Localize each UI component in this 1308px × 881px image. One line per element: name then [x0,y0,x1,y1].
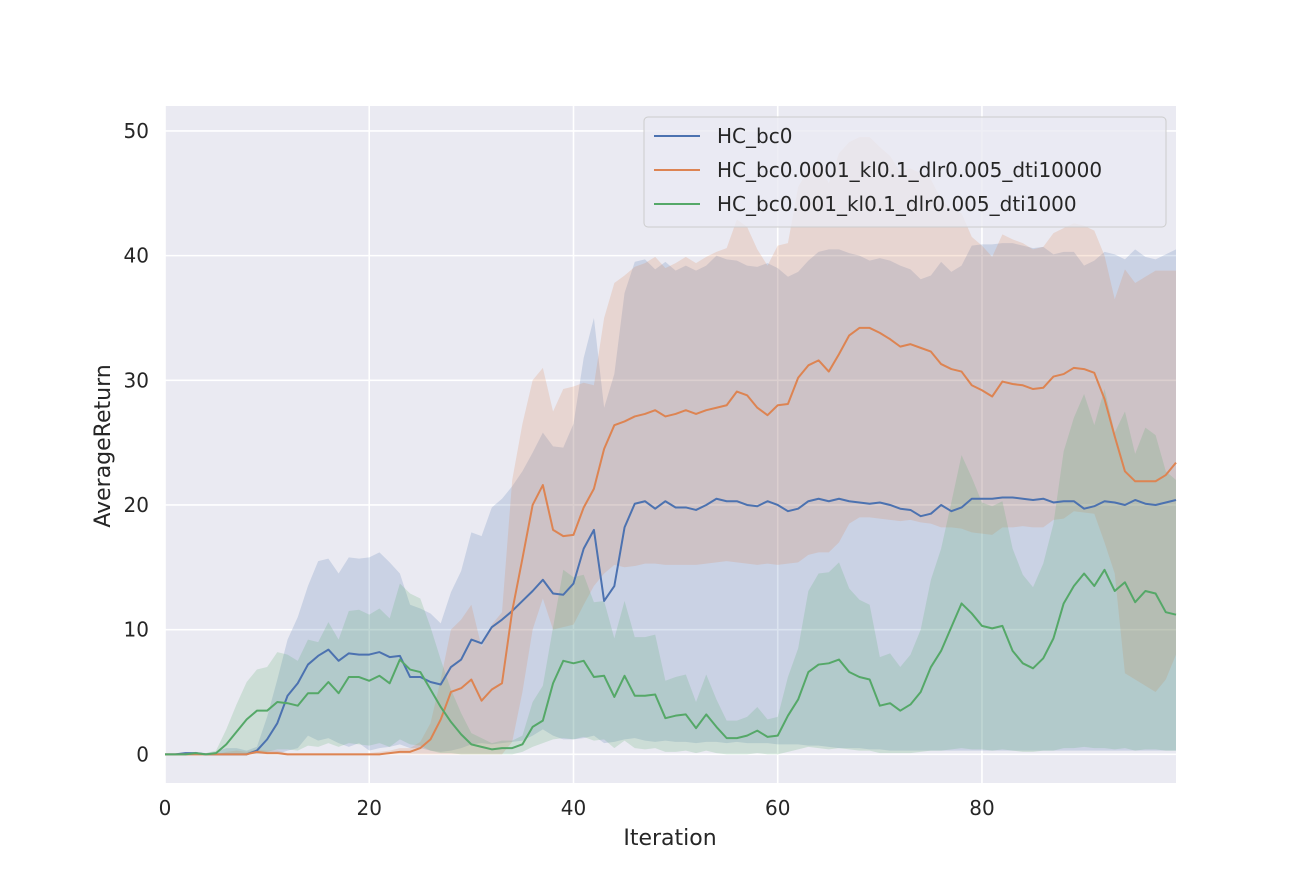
series-lines [165,326,1177,756]
legend-label: HC_bc0 [717,124,792,148]
y-tick-label: 20 [124,493,149,517]
legend-label: HC_bc0.0001_kl0.1_dlr0.005_dti10000 [717,158,1102,182]
y-tick-label: 30 [124,368,149,392]
legend-box [643,116,1167,228]
confidence-bands [165,137,1176,755]
y-tick-label: 0 [136,742,149,766]
series-1-band [165,243,1176,755]
legend-label: HC_bc0.001_kl0.1_dlr0.005_dti1000 [717,192,1077,216]
x-tick-label: 20 [357,796,382,820]
x-tick-label: 40 [561,796,586,820]
x-tick-label: 60 [765,796,790,820]
x-tick-label: 80 [969,796,994,820]
x-axis-ticks: 0 20 40 60 80 [159,796,995,820]
series-2-band [165,137,1176,755]
series-3-line [165,568,1177,756]
series-3-band [165,389,1176,755]
legend: HC_bc0 HC_bc0.0001_kl0.1_dlr0.005_dti1000… [643,116,1167,228]
y-tick-label: 40 [124,244,149,268]
y-axis-title: AverageReturn [91,364,116,527]
x-tick-label: 0 [159,796,172,820]
y-tick-label: 10 [124,618,149,642]
series-2-line [165,326,1177,756]
x-axis-title: Iteration [623,826,716,851]
y-tick-label: 50 [124,119,149,143]
series-1-line [165,496,1177,756]
y-axis-ticks: 0 10 20 30 40 50 [124,119,149,766]
